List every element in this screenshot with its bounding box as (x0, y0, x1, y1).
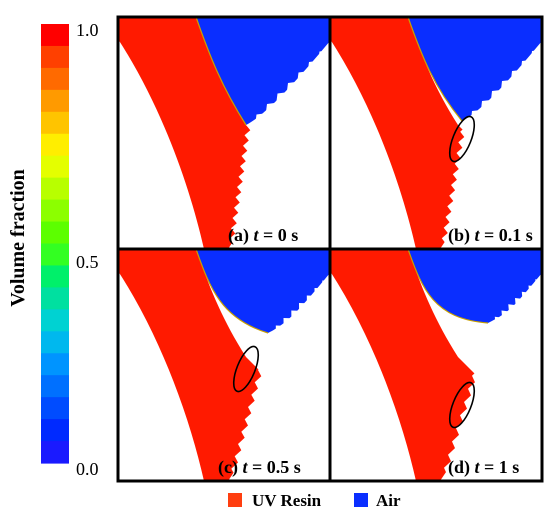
panel-label-prefix: (a) (228, 225, 254, 246)
panel-label-var: t (475, 457, 481, 477)
panel-label-var: t (475, 225, 481, 245)
colorbar-segment (41, 45, 69, 69)
colorbar-segment (41, 309, 69, 332)
air-region (196, 249, 330, 333)
colorbar-tick-bottom: 0.0 (76, 459, 99, 479)
wetting-front-highlight (448, 381, 476, 429)
channel-wall-upper (246, 41, 330, 125)
resin-air-interface (407, 248, 489, 324)
panel-label: (c) t = 0.5 s (218, 457, 301, 478)
colorbar-segment (41, 155, 69, 179)
colorbar-segment (41, 331, 69, 354)
panel-a: (a) t = 0 s (118, 16, 330, 249)
colorbar-segment (41, 133, 69, 157)
colorbar-segment (41, 265, 69, 288)
panel-label: (d) t = 1 s (448, 457, 519, 478)
colorbar-segment (41, 177, 69, 201)
colorbar-segment (41, 199, 69, 223)
panel-label-suffix: = 0 s (259, 225, 299, 245)
panel-label: (a) t = 0 s (228, 225, 298, 246)
uv-resin-region (330, 17, 490, 249)
channel-wall-upper (268, 273, 331, 334)
legend-swatch-resin (228, 493, 242, 507)
channel-wall (440, 323, 542, 481)
channel-wall-upper (488, 273, 543, 324)
colorbar-segment (41, 221, 69, 245)
colorbar-segment (41, 397, 69, 420)
simulation-panels: (a) t = 0 s (b) t = 0.1 s (c) t = 0.5 s (d)… (116, 15, 544, 483)
colorbar-segment (41, 353, 69, 376)
panel-label-prefix: (c) (218, 457, 242, 478)
wetting-front-highlight (232, 345, 260, 393)
panel-label-prefix: (d) (448, 457, 475, 478)
channel-wall (228, 333, 330, 481)
legend-label-air: Air (376, 491, 401, 510)
uv-resin-region (118, 17, 278, 249)
resin-air-interface (195, 16, 247, 126)
panel-label-var: t (242, 457, 248, 477)
colorbar-segment (41, 375, 69, 398)
colorbar-axis-label: Volume fraction (7, 169, 29, 307)
panel-d: (d) t = 1 s (330, 248, 543, 481)
resin-air-interface (195, 248, 269, 334)
air-region (196, 17, 330, 125)
panel-label: (b) t = 0.1 s (448, 225, 533, 246)
legend-swatch-air (354, 493, 368, 507)
colorbar-segment (41, 287, 69, 310)
air-region (408, 17, 542, 121)
volume-fraction-colorbar (41, 24, 69, 464)
colorbar-tick-mid: 0.5 (76, 252, 99, 272)
wetting-front-highlight (448, 115, 476, 163)
colorbar-tick-top: 1.0 (76, 20, 99, 40)
colorbar-segment (41, 89, 69, 113)
channel-wall (228, 125, 330, 249)
colorbar-segment (41, 111, 69, 135)
panel-label-var: t (254, 225, 260, 245)
colorbar-segment (41, 419, 69, 442)
panel-label-suffix: = 0.1 s (480, 225, 533, 245)
colorbar-segment (41, 243, 69, 267)
panel-c: (c) t = 0.5 s (118, 248, 331, 481)
panel-b: (b) t = 0.1 s (330, 16, 542, 249)
panel-label-suffix: = 0.5 s (248, 457, 301, 477)
panel-label-prefix: (b) (448, 225, 475, 246)
channel-wall-upper (462, 41, 542, 121)
colorbar-segment (41, 24, 69, 47)
colorbar-segment (41, 67, 69, 91)
legend-label-resin: UV Resin (252, 491, 322, 510)
resin-air-interface (407, 16, 463, 122)
uv-resin-region (118, 249, 278, 481)
material-legend: UV Resin Air (228, 491, 401, 510)
panel-label-suffix: = 1 s (480, 457, 520, 477)
colorbar-segment (41, 441, 69, 464)
